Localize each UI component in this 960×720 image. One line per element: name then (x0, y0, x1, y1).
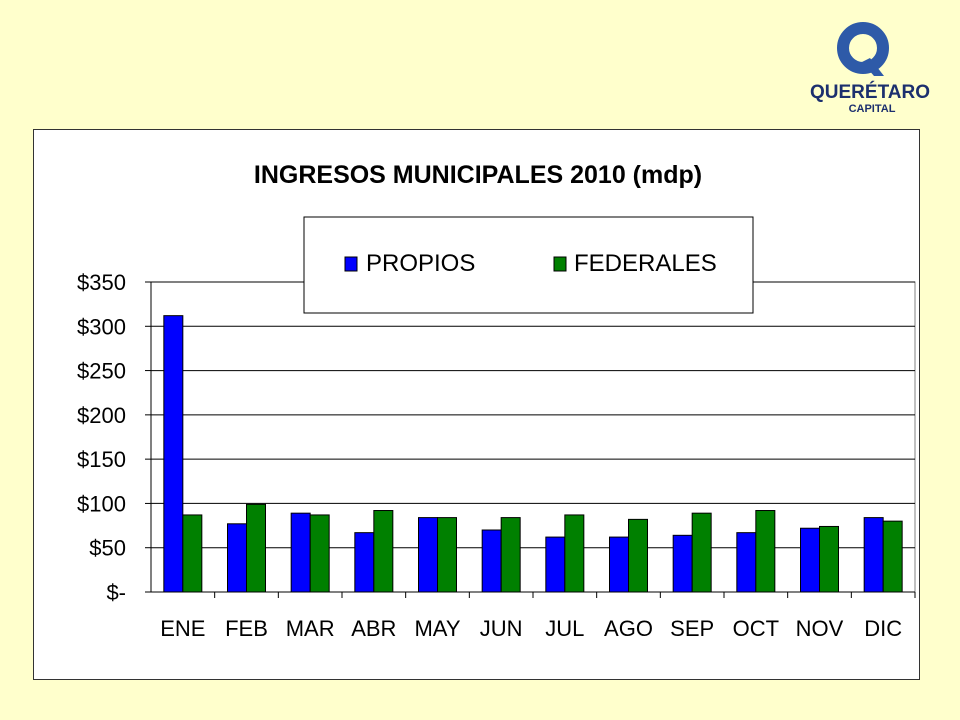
bar-propios-oct (736, 532, 757, 593)
x-tick-label: MAY (414, 616, 460, 641)
bar-propios-sep (672, 534, 693, 593)
x-tick-label: JUN (480, 616, 523, 641)
bar-propios-abr (354, 532, 375, 593)
bar-federales-abr (373, 510, 394, 593)
legend-swatch-federales (553, 256, 567, 272)
bar-federales-ene (182, 514, 203, 593)
bar-propios-jun (481, 529, 502, 593)
logo-brand-text: QUERÉTARO (810, 81, 930, 103)
logo-sub-text: CAPITAL (849, 103, 896, 115)
logo-q-ring (837, 22, 889, 74)
bar-propios-feb (227, 523, 247, 593)
bar-federales-sep (691, 512, 712, 593)
bar-propios-ago (609, 536, 629, 593)
bar-federales-feb (246, 503, 266, 593)
bar-federales-jun (500, 517, 521, 593)
y-tick-label: $200 (77, 403, 126, 428)
bar-federales-nov (819, 525, 839, 593)
x-tick-label: NOV (796, 616, 844, 641)
bar-federales-may (437, 517, 457, 593)
legend-swatch-propios (344, 256, 358, 272)
y-tick-label: $300 (77, 314, 126, 339)
y-tick-label: $100 (77, 491, 126, 516)
bar-federales-mar (309, 514, 330, 593)
y-tick-label: $150 (77, 447, 126, 472)
legend-label-federales: FEDERALES (574, 250, 717, 277)
queretaro-capital-logo: QUERÉTARO CAPITAL (810, 22, 930, 115)
bars (163, 315, 903, 593)
legend-box (303, 216, 754, 314)
logo-q-tail (862, 58, 884, 76)
plot-area (150, 281, 916, 593)
bar-propios-ene (163, 315, 184, 593)
y-tick-label: $50 (89, 536, 126, 561)
y-tick-label: $250 (77, 359, 126, 384)
y-tick-labels: $- $50 $100 $150 $200 $250 $300 $350 (77, 270, 151, 605)
bar-federales-oct (755, 510, 776, 593)
x-tick-label: AGO (604, 616, 653, 641)
x-tick-label: FEB (225, 616, 268, 641)
bar-federales-ago (628, 518, 648, 593)
x-tick-label: MAR (286, 616, 335, 641)
bar-federales-dic (882, 520, 903, 593)
chart-container: INGRESOS MUNICIPALES 2010 (mdp) $- $50 $10… (33, 129, 920, 680)
legend-label-propios: PROPIOS (366, 250, 475, 277)
bar-propios-nov (800, 527, 820, 593)
bar-propios-may (418, 517, 438, 593)
x-tick-label: DIC (864, 616, 902, 641)
bar-federales-jul (564, 514, 585, 593)
bar-propios-dic (863, 517, 884, 593)
x-tick-labels: ENE FEB MAR ABR MAY JUN JUL AGO SEP OCT NOV DIC (160, 592, 916, 641)
y-tick-label: $350 (77, 270, 126, 295)
y-tick-label: $- (106, 580, 126, 605)
x-tick-label: SEP (670, 616, 714, 641)
x-tick-label: ABR (351, 616, 396, 641)
legend: PROPIOS FEDERALES (303, 216, 754, 314)
x-tick-label: ENE (160, 616, 205, 641)
bar-chart: INGRESOS MUNICIPALES 2010 (mdp) $- $50 $10… (77, 161, 916, 641)
x-tick-label: JUL (545, 616, 584, 641)
x-tick-label: OCT (733, 616, 779, 641)
bar-propios-jul (545, 536, 566, 593)
bar-propios-mar (290, 512, 311, 593)
chart-title: INGRESOS MUNICIPALES 2010 (mdp) (254, 161, 702, 189)
